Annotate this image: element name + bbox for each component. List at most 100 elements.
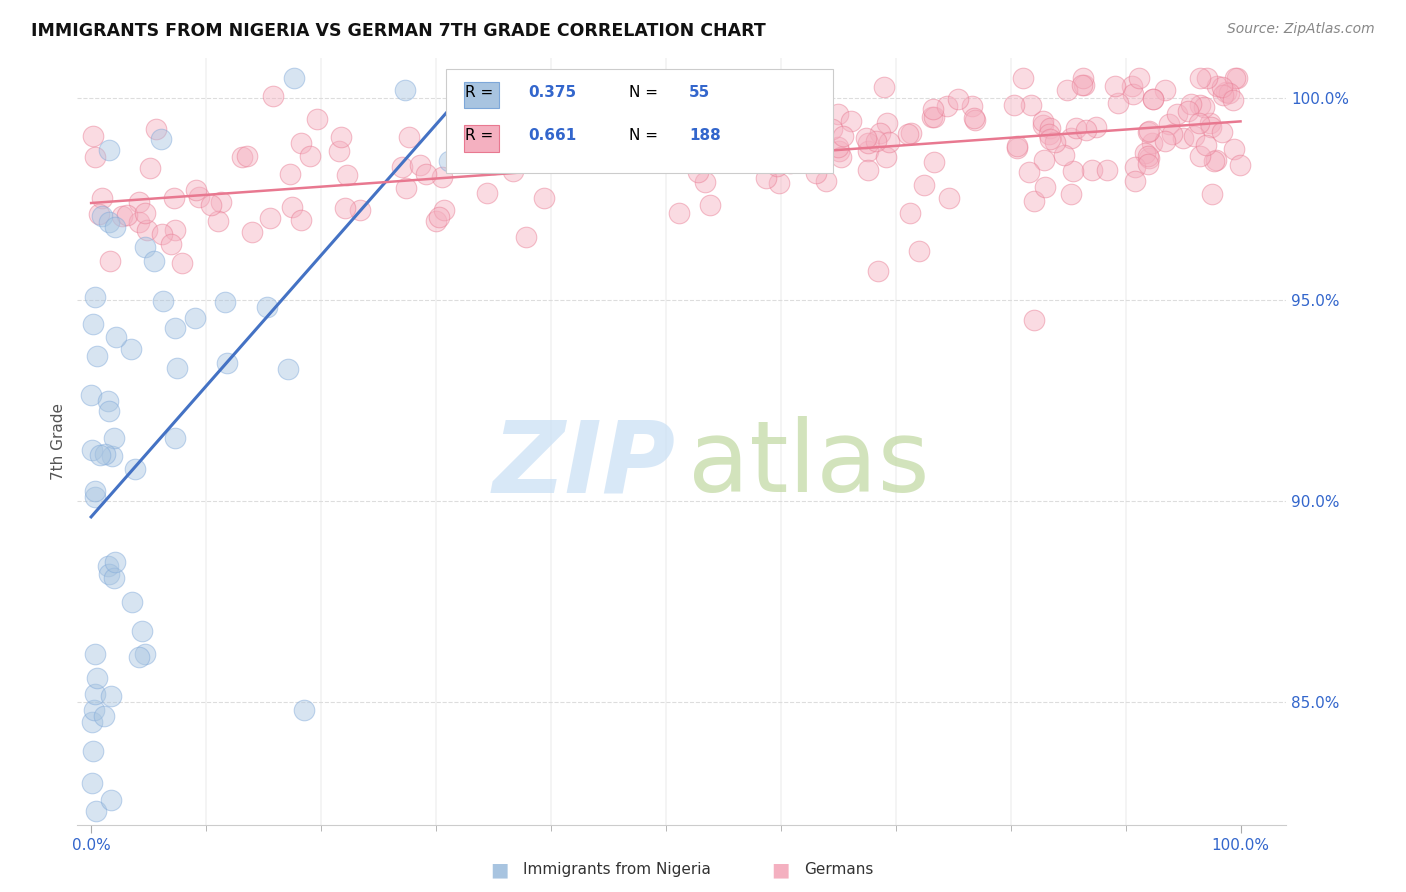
Point <box>1153 83 1175 97</box>
Point <box>877 136 900 150</box>
Point <box>1128 71 1150 86</box>
Point <box>477 186 499 201</box>
Point <box>1021 98 1043 112</box>
Point <box>143 253 166 268</box>
Point <box>562 122 585 136</box>
Point <box>1223 143 1246 157</box>
Point <box>80 387 103 401</box>
Point <box>86 804 108 818</box>
Point <box>1137 149 1160 163</box>
Point <box>328 144 350 158</box>
Point <box>938 191 960 205</box>
Point <box>898 206 921 220</box>
Point <box>779 156 801 170</box>
Point <box>184 310 207 325</box>
Point <box>1225 71 1247 86</box>
Point <box>1107 95 1129 110</box>
Text: ZIP: ZIP <box>494 416 676 513</box>
Point <box>165 321 187 335</box>
Point <box>733 129 755 144</box>
Point <box>1211 125 1233 139</box>
Point <box>668 206 690 220</box>
Point <box>856 163 879 178</box>
Point <box>1022 194 1045 208</box>
Point <box>1066 120 1088 135</box>
Point <box>1073 78 1095 92</box>
Point <box>97 394 120 409</box>
Point <box>214 295 236 310</box>
Point <box>184 183 207 197</box>
Point <box>1195 71 1218 86</box>
Point <box>821 122 844 136</box>
Point <box>827 106 849 120</box>
Point <box>515 230 537 244</box>
Point <box>97 215 120 229</box>
Text: N =: N = <box>628 85 662 100</box>
Point <box>131 624 153 638</box>
Point <box>170 256 193 270</box>
Point <box>166 360 188 375</box>
Point <box>86 671 108 685</box>
Point <box>1032 119 1054 133</box>
Point <box>80 442 103 457</box>
Point <box>1039 132 1062 146</box>
Point <box>688 125 710 139</box>
Text: 188: 188 <box>689 128 721 143</box>
Point <box>1071 78 1094 92</box>
FancyBboxPatch shape <box>446 70 832 173</box>
Point <box>104 555 127 569</box>
Point <box>82 318 104 332</box>
Point <box>814 174 837 188</box>
Point <box>1189 97 1212 112</box>
Point <box>724 134 747 148</box>
Point <box>449 143 471 157</box>
Point <box>533 191 555 205</box>
Point <box>1188 115 1211 129</box>
Point <box>692 145 714 159</box>
Text: 0.661: 0.661 <box>529 128 576 143</box>
Point <box>425 214 447 228</box>
Point <box>349 203 371 218</box>
Point <box>827 140 849 154</box>
Point <box>1195 138 1218 153</box>
Text: 0.375: 0.375 <box>529 85 576 100</box>
Point <box>398 129 420 144</box>
Point <box>292 703 315 717</box>
Point <box>714 155 737 169</box>
Point <box>104 330 127 344</box>
Point <box>128 650 150 665</box>
Point <box>1142 92 1164 106</box>
Point <box>1018 165 1040 179</box>
Point <box>1033 180 1056 194</box>
Point <box>94 447 117 461</box>
Point <box>856 144 879 158</box>
Point <box>299 149 322 163</box>
Point <box>875 150 897 164</box>
Point <box>335 168 357 182</box>
Point <box>676 127 699 141</box>
Point <box>394 83 416 97</box>
Point <box>128 194 150 209</box>
Text: 55: 55 <box>689 85 710 100</box>
Point <box>429 210 451 224</box>
Point <box>799 140 821 154</box>
Point <box>86 349 108 363</box>
Point <box>277 361 299 376</box>
Point <box>1206 78 1229 93</box>
Point <box>1137 152 1160 166</box>
Point <box>873 80 896 95</box>
Text: R =: R = <box>465 85 499 100</box>
Point <box>134 240 156 254</box>
Point <box>1056 83 1078 97</box>
Point <box>754 170 776 185</box>
Point <box>965 113 987 128</box>
Point <box>900 126 922 140</box>
Text: atlas: atlas <box>688 416 929 513</box>
Point <box>1222 93 1244 107</box>
Point <box>278 167 301 181</box>
Point <box>921 102 943 116</box>
Point <box>828 145 851 159</box>
Point <box>1022 312 1045 326</box>
Point <box>1202 154 1225 169</box>
Point <box>1215 86 1237 100</box>
